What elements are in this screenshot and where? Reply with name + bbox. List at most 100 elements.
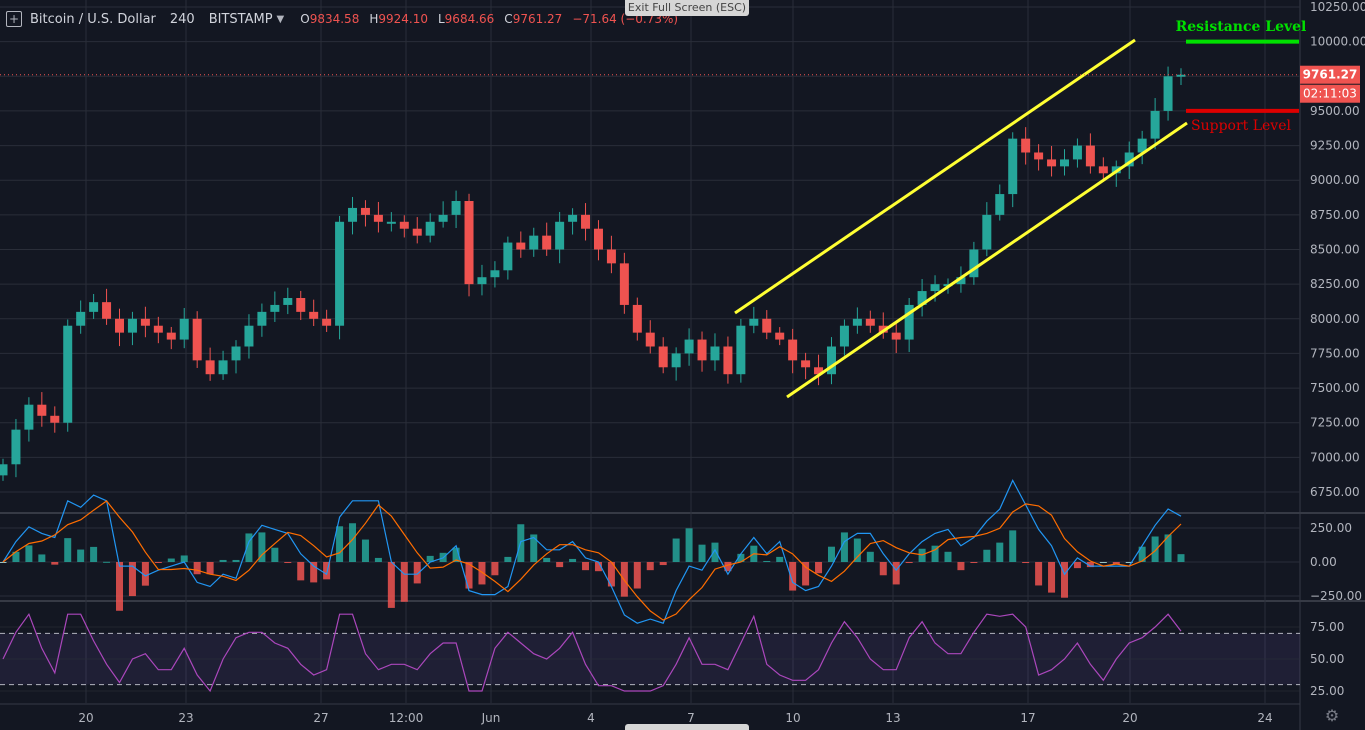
macd-histogram-bar (698, 544, 706, 562)
macd-histogram-bar (983, 549, 991, 562)
channel-upper-line (734, 38, 1136, 315)
macd-histogram-bar (323, 562, 331, 580)
macd-histogram-bar (633, 562, 641, 589)
ohlc-close: C9761.27 (504, 12, 562, 26)
candle-body (1176, 74, 1186, 77)
macd-histogram-bar (1164, 534, 1172, 562)
exchange-name[interactable]: BITSTAMP (208, 11, 273, 27)
time-axis-tick-label: 12:00 (389, 711, 424, 725)
candle-body (244, 325, 254, 347)
candle-body (995, 194, 1005, 215)
resolution[interactable]: 240 (169, 11, 195, 27)
macd-histogram-bar (789, 562, 797, 591)
macd-histogram-bar (0, 562, 7, 563)
candle-body (140, 318, 150, 326)
time-axis-tick-label: 27 (313, 711, 328, 725)
macd-histogram-bar (569, 558, 577, 562)
macd-histogram-bar (219, 559, 227, 562)
macd-histogram-bar (1035, 562, 1043, 586)
macd-histogram-bar (167, 558, 175, 562)
time-axis-tick-label: 23 (178, 711, 193, 725)
candle-body (1034, 152, 1044, 160)
candle-body (192, 318, 202, 361)
candle-body (775, 332, 785, 340)
price-axis-tick-label: 7000.00 (1310, 450, 1360, 464)
candle-body (593, 228, 603, 250)
macd-histogram-bar (90, 546, 98, 562)
macd-histogram-bar (1138, 546, 1146, 562)
macd-histogram-bar (1060, 562, 1068, 598)
candle-body (878, 325, 888, 333)
macd-histogram-bar (685, 528, 693, 562)
price-axis-tick-label: 7250.00 (1310, 416, 1360, 430)
price-axis-tick-label: 8750.00 (1310, 208, 1360, 222)
macd-axis-tick-label: 250.00 (1310, 521, 1352, 535)
candle-body (24, 404, 34, 430)
candle-body (671, 353, 681, 368)
chart-header: + Bitcoin / U.S. Dollar 240 BITSTAMP ▼ O… (0, 0, 1300, 38)
macd-histogram-bar (776, 556, 784, 562)
macd-histogram-bar (827, 546, 835, 562)
candle-body (568, 214, 578, 222)
chevron-down-icon[interactable]: ▼ (276, 13, 285, 25)
candle-body (166, 332, 176, 340)
candle-body (179, 318, 189, 340)
macd-histogram-bar (1009, 530, 1017, 562)
candle-body (619, 263, 629, 305)
candle-body (89, 302, 99, 312)
price-axis-tick-label: 8500.00 (1310, 243, 1360, 257)
candle-body (335, 221, 345, 326)
macd-histogram-bar (646, 562, 654, 571)
price-axis-tick-label: 6750.00 (1310, 485, 1360, 499)
time-axis-tick-label: 20 (1122, 711, 1137, 725)
macd-histogram-bar (1048, 562, 1056, 593)
bottom-overlay-strip (625, 724, 749, 730)
rsi-axis-tick-label: 50.00 (1310, 652, 1344, 666)
macd-histogram-bar (206, 562, 214, 575)
time-axis-tick-label: 20 (78, 711, 93, 725)
macd-histogram-bar (866, 551, 874, 562)
candle-body (529, 235, 539, 250)
candle-body (645, 332, 655, 347)
support-label: Support Level (1191, 118, 1292, 134)
macd-histogram-bar (180, 555, 188, 562)
macd-histogram-bar (659, 562, 667, 566)
macd-histogram-bar (931, 545, 939, 562)
candle-body (658, 346, 668, 368)
candle-body (542, 235, 552, 250)
macd-histogram-bar (245, 533, 253, 562)
macd-histogram-bar (504, 556, 512, 562)
macd-histogram-bar (737, 553, 745, 562)
candle-body (231, 346, 241, 361)
plus-square-icon[interactable]: + (6, 11, 22, 27)
candle-body (102, 302, 112, 319)
candle-body (1150, 110, 1160, 139)
gear-icon[interactable]: ⚙ (1324, 706, 1340, 725)
candle-body (309, 311, 319, 319)
macd-axis-tick-label: 0.00 (1310, 555, 1337, 569)
time-axis-tick-label: 24 (1257, 711, 1272, 725)
symbol-name[interactable]: Bitcoin / U.S. Dollar (30, 11, 156, 27)
candle-body (555, 221, 565, 250)
high-label: H (369, 12, 379, 26)
time-axis-tick-label: 17 (1020, 711, 1035, 725)
macd-histogram-bar (853, 538, 861, 562)
candle-body (412, 228, 422, 236)
candle-body (982, 214, 992, 250)
price-axis-tick-label: 10000.00 (1310, 35, 1365, 49)
high-value: 9924.10 (378, 12, 428, 26)
exit-fullscreen-button[interactable]: Exit Full Screen (ESC) (625, 0, 749, 16)
macd-histogram-bar (426, 555, 434, 562)
macd-histogram-bar (996, 542, 1004, 562)
macd-histogram-bar (1151, 536, 1159, 562)
macd-histogram-bar (970, 562, 978, 564)
candle-body (904, 304, 914, 340)
macd-histogram-bar (258, 532, 266, 562)
candle-body (891, 332, 901, 340)
price-axis-tick-label: 8250.00 (1310, 277, 1360, 291)
price-axis-tick-label: 7750.00 (1310, 346, 1360, 360)
last-price-label: 9761.27 (1303, 68, 1358, 82)
macd-histogram-bar (349, 523, 357, 562)
